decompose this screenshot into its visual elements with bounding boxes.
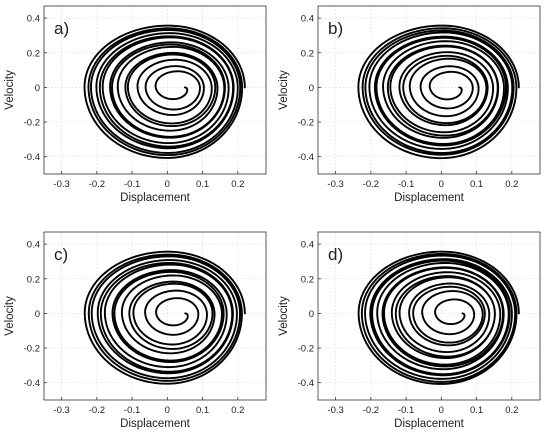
- y-tick-label: -0.4: [298, 152, 314, 163]
- plot-frame: [43, 5, 267, 175]
- y-tick-label: 0.2: [301, 274, 314, 285]
- x-tick-label: -0.3: [327, 179, 343, 190]
- plot-frame: [317, 5, 541, 175]
- y-tick-label: 0.2: [27, 48, 40, 59]
- x-tick-label: 0: [165, 179, 170, 190]
- y-tick-label: 0.2: [27, 274, 40, 285]
- x-tick-label: -0.3: [53, 179, 69, 190]
- x-tick-label: -0.1: [124, 179, 140, 190]
- panel-label: a): [54, 19, 69, 38]
- x-tick-label: -0.3: [327, 405, 343, 416]
- y-axis-label: Velocity: [4, 296, 16, 336]
- x-tick-label: 0: [439, 405, 444, 416]
- y-tick-label: 0.4: [27, 240, 40, 251]
- x-tick-label: -0.2: [89, 179, 105, 190]
- y-tick-label: -0.4: [298, 378, 314, 389]
- x-tick-label: -0.1: [124, 405, 140, 416]
- y-axis-label: Velocity: [278, 296, 290, 336]
- panel-2: -0.3 -0.2 -0.1 0 0.1 0.2 -0.4 -0.2 0 0.2 0.4 b) Disp…: [278, 5, 541, 204]
- x-tick-label: 0.1: [196, 179, 209, 190]
- x-tick-label: -0.1: [398, 179, 414, 190]
- y-tick-label: 0: [309, 83, 314, 94]
- y-tick-label: 0.4: [301, 14, 314, 25]
- y-tick-label: 0.4: [301, 240, 314, 251]
- y-tick-label: 0.2: [301, 48, 314, 59]
- x-tick-label: -0.2: [363, 179, 379, 190]
- panel-4: -0.3 -0.2 -0.1 0 0.1 0.2 -0.4 -0.2 0 0.2 0.4 d) Disp…: [278, 231, 541, 430]
- x-tick-label: 0: [439, 179, 444, 190]
- trajectory-line: [83, 24, 246, 159]
- panel-3: -0.3 -0.2 -0.1 0 0.1 0.2 -0.4 -0.2 0 0.2 0.4 c) Disp…: [4, 231, 267, 430]
- x-tick-label: 0.2: [505, 179, 518, 190]
- plot-frame: [317, 231, 541, 401]
- x-tick-label: -0.3: [53, 405, 69, 416]
- y-tick-label: -0.2: [24, 344, 40, 355]
- x-tick-label: -0.2: [363, 405, 379, 416]
- y-tick-label: 0: [309, 309, 314, 320]
- y-tick-label: 0.4: [27, 14, 40, 25]
- plot-frame: [43, 231, 267, 401]
- y-axis-label: Velocity: [4, 70, 16, 110]
- x-axis-label: Displacement: [120, 418, 190, 430]
- x-tick-label: 0.1: [196, 405, 209, 416]
- x-tick-label: -0.1: [398, 405, 414, 416]
- panel-label: c): [54, 245, 68, 264]
- y-tick-label: -0.2: [298, 118, 314, 129]
- y-tick-label: -0.4: [24, 378, 40, 389]
- trajectory-line: [357, 24, 520, 160]
- y-tick-label: 0: [35, 309, 40, 320]
- y-tick-label: -0.2: [298, 344, 314, 355]
- y-tick-label: -0.2: [24, 118, 40, 129]
- panel-label: d): [328, 245, 343, 264]
- x-tick-label: 0: [165, 405, 170, 416]
- x-tick-label: 0.2: [505, 405, 518, 416]
- x-tick-label: 0.1: [470, 179, 483, 190]
- x-axis-label: Displacement: [120, 192, 190, 204]
- x-tick-label: 0.1: [470, 405, 483, 416]
- y-tick-label: 0: [35, 83, 40, 94]
- panel-label: b): [328, 19, 343, 38]
- trajectory-line: [83, 250, 246, 385]
- panel-1: -0.3 -0.2 -0.1 0 0.1 0.2 -0.4 -0.2 0 0.2 0.4 a) Disp…: [4, 5, 267, 204]
- y-tick-label: -0.4: [24, 152, 40, 163]
- x-tick-label: -0.2: [89, 405, 105, 416]
- y-axis-label: Velocity: [278, 70, 290, 110]
- x-axis-label: Displacement: [394, 192, 464, 204]
- trajectory-line: [357, 250, 520, 385]
- x-tick-label: 0.2: [231, 179, 244, 190]
- x-tick-label: 0.2: [231, 405, 244, 416]
- x-axis-label: Displacement: [394, 418, 464, 430]
